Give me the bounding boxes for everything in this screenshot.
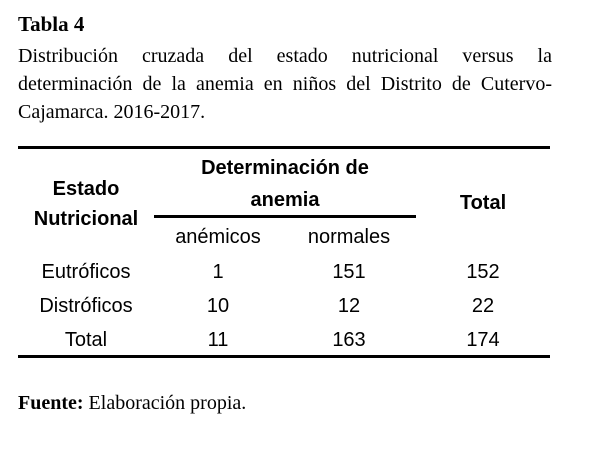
header-determinacion-line-1: Determinación de <box>201 157 369 179</box>
table-caption: Distribución cruzada del estado nutricio… <box>18 45 552 123</box>
table-top-rule <box>18 146 550 149</box>
header-estado-nutricional: Estado Nutricional <box>18 174 154 234</box>
cell-normales: 163 <box>332 329 366 351</box>
table-row-distroficos: Distróficos 10 12 22 <box>18 289 550 323</box>
cell-total: 174 <box>466 329 500 351</box>
subheader-normales: normales <box>307 226 391 248</box>
table-row-total: Total 11 163 174 <box>18 323 550 357</box>
row-label: Eutróficos <box>41 261 131 283</box>
cell-anemicos: 1 <box>212 261 224 283</box>
table-row-eutroficos: Eutróficos 1 151 152 <box>18 255 550 289</box>
row-label: Total <box>64 329 108 351</box>
subheader-anemicos: anémicos <box>175 226 261 248</box>
header-group-rule <box>154 215 416 218</box>
header-determinacion-line-2: anemia <box>250 189 320 211</box>
header-total: Total <box>459 192 507 214</box>
row-label: Distróficos <box>39 295 133 317</box>
cell-anemicos: 11 <box>207 329 229 351</box>
cell-anemicos: 10 <box>206 295 230 317</box>
table-bottom-rule <box>18 355 550 358</box>
table-label: Tabla 4 <box>18 12 85 36</box>
source-label: Fuente: <box>18 392 84 414</box>
source-note: Fuente: Elaboración propia. <box>18 392 246 415</box>
header-determinacion-anemia: Determinación de anemia <box>154 152 416 216</box>
cell-total: 22 <box>471 295 495 317</box>
cell-normales: 151 <box>332 261 366 283</box>
header-estado-line-1: Estado <box>52 178 120 200</box>
source-text: Elaboración propia. <box>88 392 247 414</box>
cell-normales: 12 <box>337 295 361 317</box>
header-estado-line-2: Nutricional <box>33 208 139 230</box>
cell-total: 152 <box>466 261 500 283</box>
